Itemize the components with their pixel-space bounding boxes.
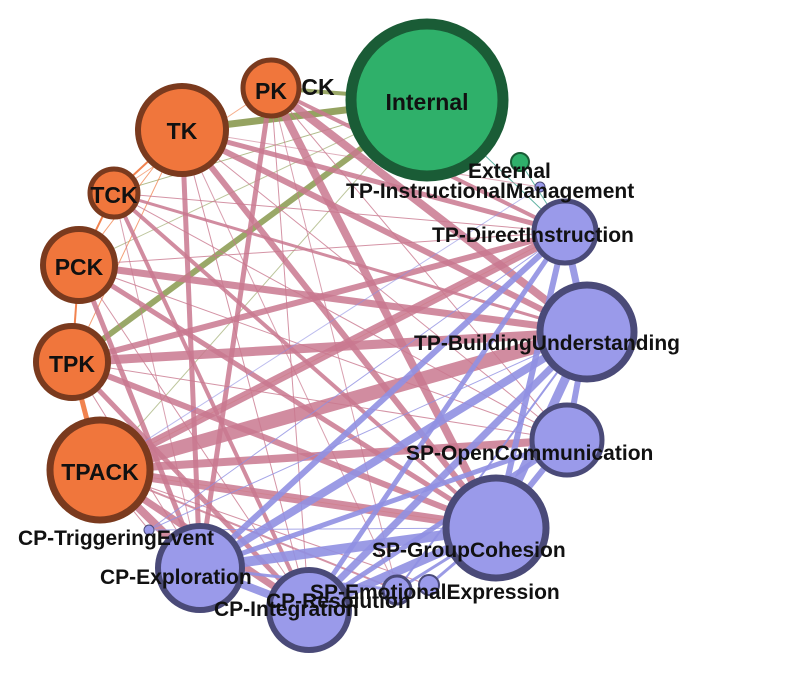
- edge-tck-sp_gc: [112, 191, 498, 530]
- node-tp-im[interactable]: [534, 181, 546, 193]
- edge-tpk-sp_oc: [71, 361, 568, 441]
- edge-pk-sp_oc: [270, 87, 568, 441]
- edge-pck-cp_exp: [76, 264, 203, 569]
- edge-pk-cp_int: [270, 87, 310, 611]
- node-pk[interactable]: [240, 57, 302, 119]
- edge-tk-tp_di: [181, 127, 566, 235]
- edge-pk-tp_bu: [268, 84, 590, 336]
- node-tp-bu[interactable]: [536, 281, 638, 383]
- edge-tck-tp_di: [113, 192, 566, 233]
- node-label-tk: TK: [167, 118, 198, 144]
- edge-cp_int-tp_bu: [306, 329, 590, 613]
- edge-tk-sp_oc: [181, 129, 568, 441]
- edge-cp_int-sp_oc: [307, 437, 569, 613]
- node-label-tp-di: TP-DirectInstruction: [432, 224, 634, 247]
- node-label-tck: TCK: [90, 182, 138, 208]
- edge-tk-cp_exp: [179, 129, 203, 569]
- node-sp-gc[interactable]: [442, 474, 550, 582]
- edge-pck-sp_gc: [77, 262, 498, 531]
- node-internal[interactable]: [345, 18, 509, 182]
- node-sp-ee[interactable]: [418, 574, 440, 596]
- node-label-pck: PCK: [55, 254, 104, 280]
- label-layer: TK PK CK TCK PCK TPK TPACK Internal ExternalTP-I…: [18, 74, 680, 621]
- node-label-tp-im: TP-InstructionalManagement: [346, 180, 634, 203]
- edge-cp_exp-tp_di: [197, 229, 568, 571]
- node-tp-di[interactable]: [531, 198, 599, 266]
- node-label-sp-ee: SP-EmotionalExpression: [310, 581, 560, 604]
- node-label-tpack: TPACK: [61, 459, 139, 485]
- node-layer: [33, 18, 638, 653]
- edge-pck-tp_di: [78, 231, 566, 266]
- node-label-sp-oc: SP-OpenCommunication: [406, 442, 653, 465]
- edge-tpack-tp_im: [99, 186, 541, 471]
- edge-tk-tp_im: [181, 129, 541, 188]
- edge-tck-cp_exp: [113, 192, 201, 569]
- edge-tk-cp_int: [181, 129, 310, 611]
- node-label-tp-bu: TP-BuildingUnderstanding: [414, 332, 680, 355]
- node-label-cp-res: CP-Resolution: [266, 590, 411, 613]
- edge-tpk-tp_bu: [71, 327, 588, 367]
- node-label-cp-te: CP-TriggeringEvent: [18, 527, 214, 550]
- edge-cp_te-tp_bu: [148, 331, 588, 531]
- node-tk[interactable]: [135, 83, 229, 177]
- edge-cp_exp-tp_bu: [197, 328, 590, 572]
- node-label-external: External: [468, 160, 551, 183]
- node-cp-res[interactable]: [381, 574, 413, 606]
- edge-tpk-sp_gc: [70, 359, 498, 531]
- node-cp-int[interactable]: [266, 567, 352, 653]
- node-tck[interactable]: [87, 166, 141, 220]
- edge-cp_te-tp_di: [148, 231, 566, 531]
- node-pck[interactable]: [40, 226, 118, 304]
- node-sp-oc[interactable]: [529, 402, 605, 478]
- node-label-pk: PK: [255, 78, 287, 104]
- node-label-internal: Internal: [385, 89, 468, 115]
- node-label-tpk: TPK: [49, 351, 95, 377]
- edge-tck-tp_bu: [113, 191, 588, 334]
- edge-cp_exp-sp_oc: [199, 437, 568, 571]
- node-label-cp-int: CP-Integration: [214, 598, 359, 621]
- edge-tck-sp_oc: [113, 192, 568, 441]
- edge-pk-sp_gc: [267, 86, 500, 530]
- node-label-sp-gc: SP-GroupCohesion: [372, 539, 566, 562]
- node-cp-te[interactable]: [143, 524, 155, 536]
- edge-tpack-tp_bu: [98, 325, 589, 477]
- node-tpk[interactable]: [33, 323, 111, 401]
- node-external[interactable]: [510, 152, 530, 172]
- node-label-ck: CK: [301, 74, 335, 100]
- edge-cp_res-tp_bu: [396, 331, 588, 591]
- edge-pck-cp_int: [78, 264, 310, 611]
- node-label-cp-exp: CP-Exploration: [100, 566, 252, 589]
- node-cp-exp[interactable]: [155, 523, 245, 613]
- edge-pck-sp_oc: [78, 264, 568, 441]
- node-tpack[interactable]: [46, 416, 154, 524]
- edge-tk-sp_gc: [179, 128, 499, 530]
- edge-tpk-cp_int: [70, 360, 311, 612]
- edge-pk-cp_exp: [197, 87, 274, 569]
